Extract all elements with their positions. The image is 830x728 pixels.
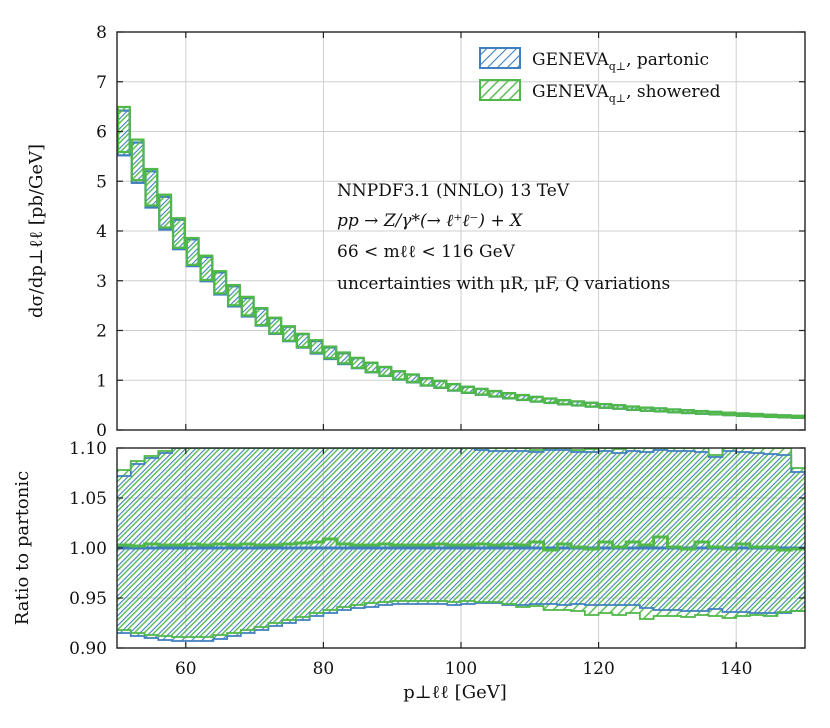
main-band-bin-showered [364, 361, 379, 374]
legend: GENEVAq⊥, partonic GENEVAq⊥, showered [479, 47, 721, 105]
main-band-bin-showered [130, 138, 145, 182]
main-panel: 0 1 2 3 4 5 6 7 8 dσ/dp⊥ℓℓ [pb/GeV] GENEVAq⊥, pa… [26, 23, 806, 441]
ratio-upper-edge-partonic [117, 448, 805, 477]
main-band-bin-showered [433, 379, 448, 389]
legend-label-partonic: GENEVAq⊥, partonic [532, 50, 709, 73]
main-band-bin-showered [474, 387, 489, 396]
main-band-bin-showered [419, 377, 434, 387]
annotation-line-1: NNPDF3.1 (NNLO) 13 TeV [337, 181, 570, 201]
annotation-block: NNPDF3.1 (NNLO) 13 TeV pp → Z/γ*(→ ℓ⁺ℓ⁻)… [337, 181, 670, 294]
legend-label-showered: GENEVAq⊥, showered [532, 82, 721, 105]
main-band-bin-showered [722, 411, 737, 417]
main-band-bin-showered [405, 373, 420, 384]
main-band-bin-showered [612, 404, 627, 410]
ratio-lower-edge-partonic [117, 602, 805, 642]
main-band-bin-showered [199, 254, 214, 282]
main-band-bin-showered [584, 401, 599, 408]
main-band-bin-showered [295, 332, 310, 349]
main-y-tick-label: 2 [96, 322, 107, 342]
ratio-y-tick-label: 1.00 [69, 539, 107, 559]
main-band-bin-showered [557, 398, 572, 406]
main-bands [117, 105, 805, 419]
main-band-bin-showered [447, 382, 462, 392]
main-band-bin-showered [309, 339, 324, 354]
main-y-axis-label: dσ/dp⊥ℓℓ [pb/GeV] [26, 144, 47, 318]
main-band-bin-showered [708, 410, 723, 416]
main-y-tick-label: 3 [96, 272, 107, 292]
annotation-line-4: uncertainties with μR, μF, Q variations [337, 274, 670, 294]
main-band-bin-showered [392, 370, 407, 381]
main-band-bin-showered [570, 400, 585, 407]
main-band-bin-showered [117, 105, 131, 154]
main-band-bin-showered [488, 389, 503, 398]
main-band-bin-showered [694, 409, 709, 415]
main-band-bin-showered [736, 412, 751, 417]
annotation-line-2: pp → Z/γ*(→ ℓ⁺ℓ⁻) + X [337, 211, 523, 231]
main-band-bin-showered [282, 325, 296, 342]
main-band-bin-showered [626, 405, 640, 411]
x-tick-label: 100 [445, 659, 477, 679]
main-band-bin-showered [667, 408, 682, 414]
ratio-y-tick-label: 0.95 [69, 589, 107, 609]
ratio-y-tick-label: 1.10 [69, 439, 107, 459]
ratio-y-axis-label: Ratio to partonic [12, 471, 33, 625]
main-y-tick-label: 6 [96, 123, 107, 143]
main-band-bin-showered [639, 406, 654, 412]
ratio-panel: 0.900.951.001.051.10 60 80 100 120 140 Ratio… [12, 32, 806, 703]
main-grid [117, 32, 805, 430]
main-y-tick-label: 8 [96, 23, 107, 43]
main-band-bin-showered [763, 413, 778, 418]
main-band-bin-showered [185, 236, 200, 266]
main-band-bin-showered [529, 395, 544, 403]
main-band-bin-showered [337, 351, 352, 365]
main-band-bin-showered [543, 397, 558, 404]
main-band-bin-showered [681, 409, 696, 415]
main-y-tick-labels: 0 1 2 3 4 5 6 7 8 [96, 23, 805, 441]
main-band-bin-showered [213, 270, 228, 295]
main-band-bin-showered [502, 391, 517, 400]
main-band-bin-showered [171, 217, 186, 249]
main-y-tick-label: 4 [96, 222, 107, 242]
main-band-bin-showered [749, 412, 764, 418]
main-band-bin-showered [653, 407, 668, 413]
main-band-bin-showered [254, 306, 269, 327]
x-tick-label: 120 [582, 659, 614, 679]
main-y-tick-label: 1 [96, 371, 107, 391]
main-y-tick-label: 5 [96, 172, 107, 192]
main-band-bin-showered [791, 414, 805, 419]
main-band-bin-showered [378, 365, 393, 377]
main-band-bin-showered [777, 414, 792, 419]
main-band-bin-showered [598, 402, 613, 409]
ratio-y-tick-label: 1.05 [69, 489, 107, 509]
x-tick-label: 140 [720, 659, 752, 679]
main-band-bin-showered [323, 345, 338, 360]
legend-swatch-partonic [479, 47, 521, 69]
ratio-lower-edge-showered [117, 600, 805, 638]
x-tick-label: 60 [175, 659, 197, 679]
main-band-bin-showered [144, 167, 159, 207]
annotation-line-3: 66 < mℓℓ < 116 GeV [337, 242, 516, 262]
ratio-y-tick-labels: 0.90 0.95 1.00 1.05 1.10 [69, 439, 805, 659]
main-y-tick-label: 7 [96, 73, 107, 93]
x-tick-label: 80 [313, 659, 335, 679]
main-band-bin-showered [460, 385, 475, 394]
main-band-bin-showered [240, 295, 255, 317]
x-tick-labels: 60 80 100 120 140 [175, 32, 752, 679]
ratio-central-showered [117, 535, 805, 552]
main-band-bin-showered [268, 316, 283, 335]
main-band-bin-showered [515, 393, 530, 401]
x-axis-label: p⊥ℓℓ [GeV] [403, 682, 507, 703]
main-band-bin-showered [350, 356, 365, 369]
ratio-band-showered [117, 448, 805, 637]
main-band-bin-showered [158, 193, 173, 229]
main-y-tick-label: 0 [96, 421, 107, 441]
ratio-bands [117, 448, 805, 642]
ratio-y-tick-label: 0.90 [69, 639, 107, 659]
legend-swatch-showered [479, 79, 521, 101]
main-band-bin-showered [226, 283, 241, 307]
